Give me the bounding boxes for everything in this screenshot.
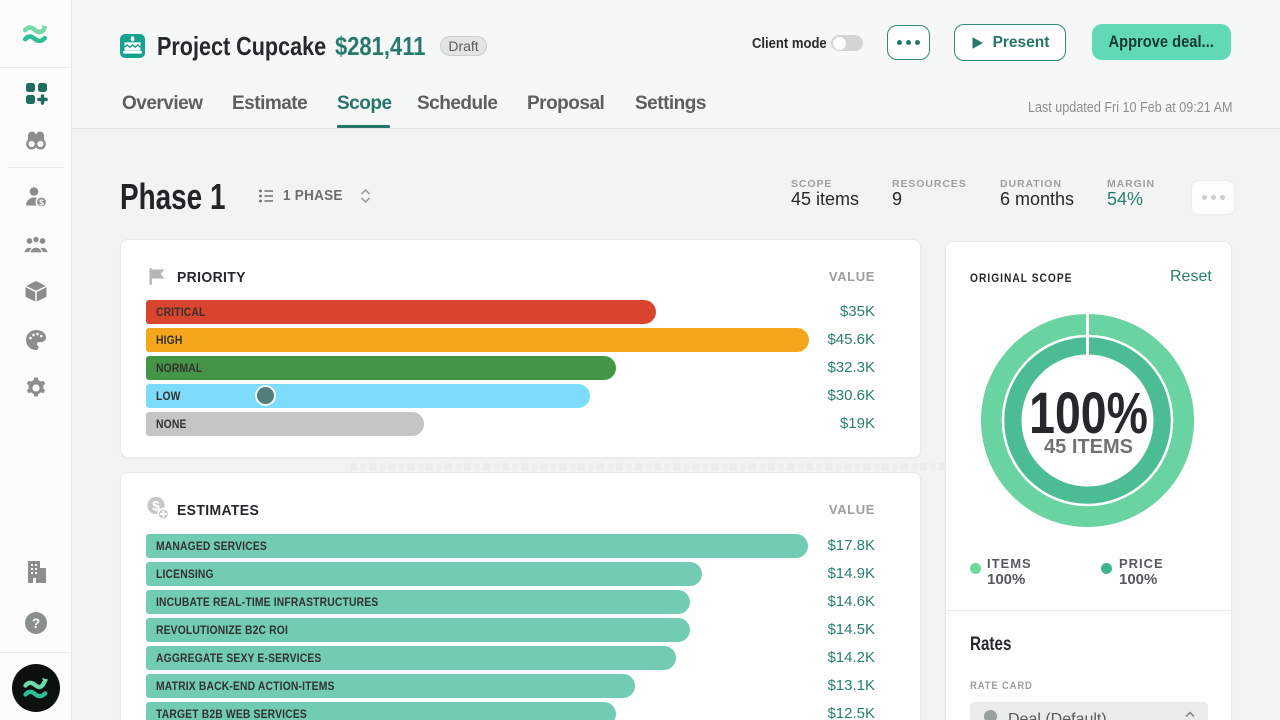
svg-text:$: $	[152, 498, 160, 514]
svg-text:?: ?	[32, 616, 40, 631]
svg-text:$: $	[39, 198, 44, 208]
